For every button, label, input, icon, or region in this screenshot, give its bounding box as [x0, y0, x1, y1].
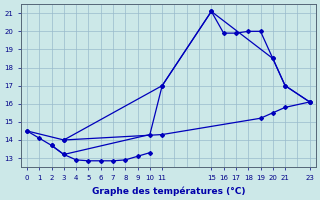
X-axis label: Graphe des températures (°C): Graphe des températures (°C) — [92, 186, 245, 196]
